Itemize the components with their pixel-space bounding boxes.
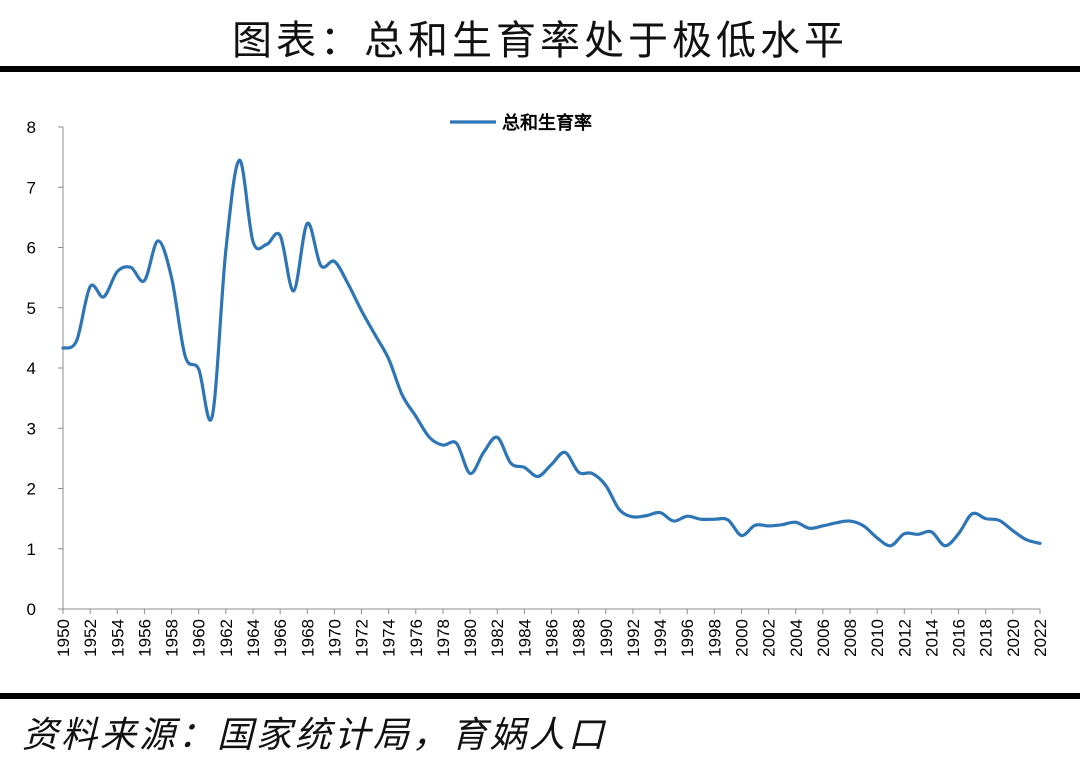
x-tick-label: 2002	[760, 619, 779, 657]
x-axis-ticks: 1950 1952 1954 1956 1958 1960 1962 1964 1966 1968…	[54, 609, 1050, 657]
y-axis-ticks: 0 1 2 3 4 5 6 7 8	[27, 118, 63, 619]
x-tick-label: 1956	[135, 619, 154, 657]
x-tick-label: 1974	[380, 619, 399, 657]
y-tick-label: 6	[27, 239, 36, 258]
x-tick-label: 1958	[163, 619, 182, 657]
x-tick-label: 2008	[841, 619, 860, 657]
x-tick-label: 1988	[570, 619, 589, 657]
series-line	[63, 160, 1040, 546]
axes	[63, 127, 1040, 609]
x-tick-label: 1966	[271, 619, 290, 657]
x-tick-label: 1986	[543, 619, 562, 657]
x-tick-label: 2018	[977, 619, 996, 657]
x-tick-label: 1984	[515, 619, 534, 657]
bottom-divider	[0, 693, 1080, 699]
chart-title: 图表：总和生育率处于极低水平	[0, 8, 1080, 66]
x-tick-label: 1990	[597, 619, 616, 657]
x-tick-label: 2012	[895, 619, 914, 657]
x-tick-label: 2016	[950, 619, 969, 657]
source-note: 资料来源：国家统计局，育娲人口	[22, 706, 607, 758]
series-group	[63, 160, 1040, 546]
y-tick-label: 0	[27, 600, 36, 619]
y-tick-label: 8	[27, 118, 36, 137]
x-tick-label: 1964	[244, 619, 263, 657]
x-tick-label: 1950	[54, 619, 73, 657]
y-tick-label: 7	[27, 178, 36, 197]
x-tick-label: 1970	[325, 619, 344, 657]
x-tick-label: 1972	[353, 619, 372, 657]
x-tick-label: 2020	[1004, 619, 1023, 657]
x-tick-label: 1962	[217, 619, 236, 657]
y-tick-label: 5	[27, 299, 36, 318]
x-tick-label: 1976	[407, 619, 426, 657]
x-tick-label: 2010	[868, 619, 887, 657]
y-tick-label: 1	[27, 540, 36, 559]
legend-label: 总和生育率	[502, 112, 592, 134]
legend: 总和生育率	[450, 112, 592, 134]
x-tick-label: 2000	[732, 619, 751, 657]
x-tick-label: 1982	[488, 619, 507, 657]
y-tick-label: 3	[27, 419, 36, 438]
x-tick-label: 1998	[705, 619, 724, 657]
x-tick-label: 1978	[434, 619, 453, 657]
x-tick-label: 1980	[461, 619, 480, 657]
x-tick-label: 2004	[787, 619, 806, 657]
x-tick-label: 1992	[624, 619, 643, 657]
y-tick-label: 4	[27, 359, 36, 378]
x-tick-label: 1954	[108, 619, 127, 657]
x-tick-label: 1960	[190, 619, 209, 657]
x-tick-label: 2014	[922, 619, 941, 657]
x-tick-label: 2006	[814, 619, 833, 657]
x-tick-label: 2022	[1031, 619, 1050, 657]
y-tick-label: 2	[27, 480, 36, 499]
x-tick-label: 1952	[81, 619, 100, 657]
x-tick-label: 1994	[651, 619, 670, 657]
x-tick-label: 1996	[678, 619, 697, 657]
x-tick-label: 1968	[298, 619, 317, 657]
